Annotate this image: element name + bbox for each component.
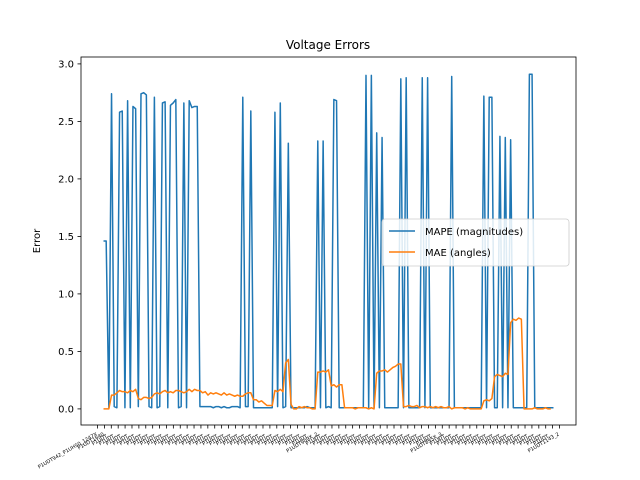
y-axis-label: Error (32, 228, 43, 253)
legend-label-mae: MAE (angles) (425, 248, 491, 259)
y-tick-label: 2.5 (58, 117, 74, 128)
legend-frame (381, 218, 570, 267)
y-tick-label: 1.0 (58, 289, 74, 300)
series-line-mae (103, 317, 551, 410)
y-tick-label: 2.0 (58, 174, 74, 185)
y-tick-label: 1.5 (58, 232, 74, 243)
x-axis: P1UDT942_P1UHS0_1247XP1UDT1640P1UDT...P1… (37, 425, 561, 470)
chart-title: Voltage Errors (286, 38, 370, 52)
y-tick-label: 0.0 (58, 404, 74, 415)
y-tick-label: 3.0 (58, 59, 74, 70)
y-tick-label: 0.5 (58, 347, 74, 358)
legend-label-mape: MAPE (magnitudes) (425, 227, 523, 238)
series-layer (103, 73, 554, 410)
legend: MAPE (magnitudes) MAE (angles) (381, 218, 570, 267)
y-axis: 0.0 0.5 1.0 1.5 2.0 2.5 3.0 (58, 59, 81, 415)
series-line-mape (103, 73, 554, 409)
